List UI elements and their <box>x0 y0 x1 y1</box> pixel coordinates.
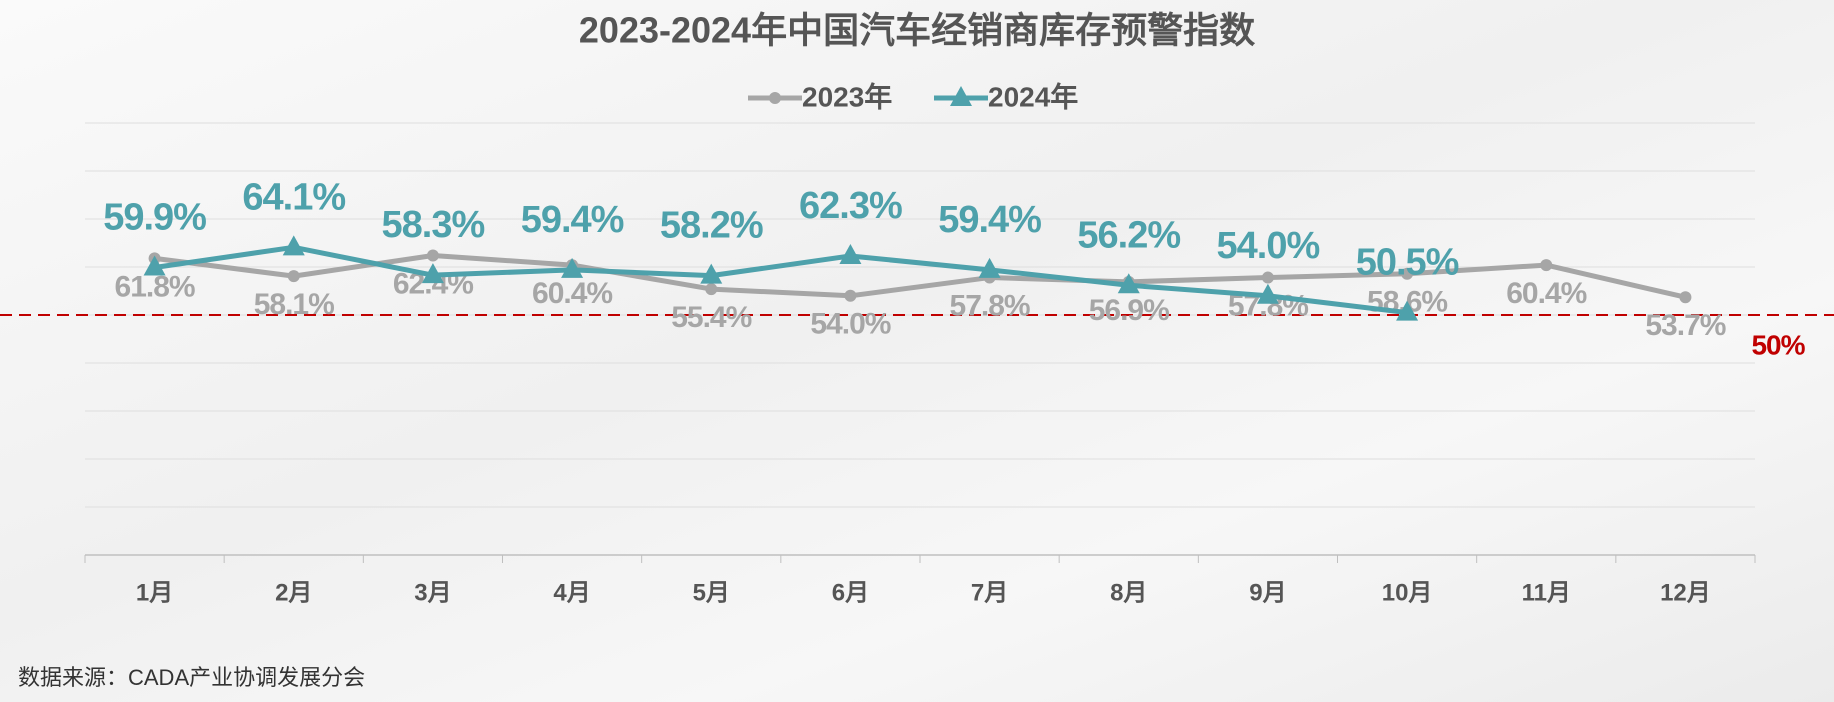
legend: 2023年 2024年 <box>748 80 1078 112</box>
x-tick-label: 10月 <box>1382 579 1433 606</box>
data-label: 58.3% <box>382 204 485 246</box>
chart-title: 2023-2024年中国汽车经销商库存预警指数 <box>579 10 1255 51</box>
data-label: 57.8% <box>950 289 1030 322</box>
data-label: 53.7% <box>1645 309 1725 342</box>
series-line <box>154 244 1408 316</box>
marker <box>282 235 305 256</box>
legend-label: 2024年 <box>988 80 1078 112</box>
data-label: 58.2% <box>660 205 763 247</box>
x-tick-label: 8月 <box>1110 579 1147 606</box>
x-tick-label: 7月 <box>971 579 1008 606</box>
reference-label: 50% <box>1751 329 1805 360</box>
data-label: 59.4% <box>521 199 624 241</box>
marker <box>1261 271 1274 284</box>
data-label: 55.4% <box>671 301 751 334</box>
x-tick-label: 12月 <box>1660 579 1711 606</box>
data-label: 56.2% <box>1077 214 1180 256</box>
data-label: 54.0% <box>810 308 890 341</box>
marker <box>1256 283 1279 304</box>
marker <box>1401 267 1414 280</box>
series-line <box>154 252 1686 300</box>
marker <box>844 289 857 302</box>
data-label: 59.9% <box>103 197 206 239</box>
marker <box>1396 300 1419 321</box>
data-label: 50.5% <box>1356 242 1459 284</box>
x-tick-label: 6月 <box>832 579 869 606</box>
marker <box>1540 259 1553 272</box>
marker <box>1117 273 1140 294</box>
marker <box>143 255 166 276</box>
x-tick-label: 3月 <box>414 579 451 606</box>
data-label: 61.8% <box>115 270 195 303</box>
marker <box>700 263 723 284</box>
marker <box>705 283 718 296</box>
marker <box>839 243 862 264</box>
source-note: 数据来源：CADA产业协调发展分会 <box>18 665 365 690</box>
data-label: 62.3% <box>799 185 902 227</box>
legend-label: 2023年 <box>802 80 892 112</box>
marker <box>287 270 300 283</box>
data-label: 60.4% <box>1506 277 1586 310</box>
x-tick-label: 2月 <box>275 579 312 606</box>
data-label: 64.1% <box>242 176 345 218</box>
data-label: 54.0% <box>1217 225 1320 267</box>
marker <box>421 263 444 284</box>
x-tick-label: 9月 <box>1249 579 1286 606</box>
data-label: 59.4% <box>938 199 1041 241</box>
data-label: 56.9% <box>1089 294 1169 327</box>
x-tick-label: 11月 <box>1522 579 1571 606</box>
marker <box>561 257 584 278</box>
marker <box>950 86 972 106</box>
x-tick-label: 4月 <box>553 579 590 606</box>
marker <box>769 92 781 104</box>
x-tick-label: 5月 <box>693 579 730 606</box>
data-label: 60.4% <box>532 277 612 310</box>
marker <box>1679 291 1692 304</box>
x-tick-label: 1月 <box>136 579 173 606</box>
marker <box>426 249 439 262</box>
data-label: 58.1% <box>254 288 334 321</box>
marker <box>978 257 1001 278</box>
